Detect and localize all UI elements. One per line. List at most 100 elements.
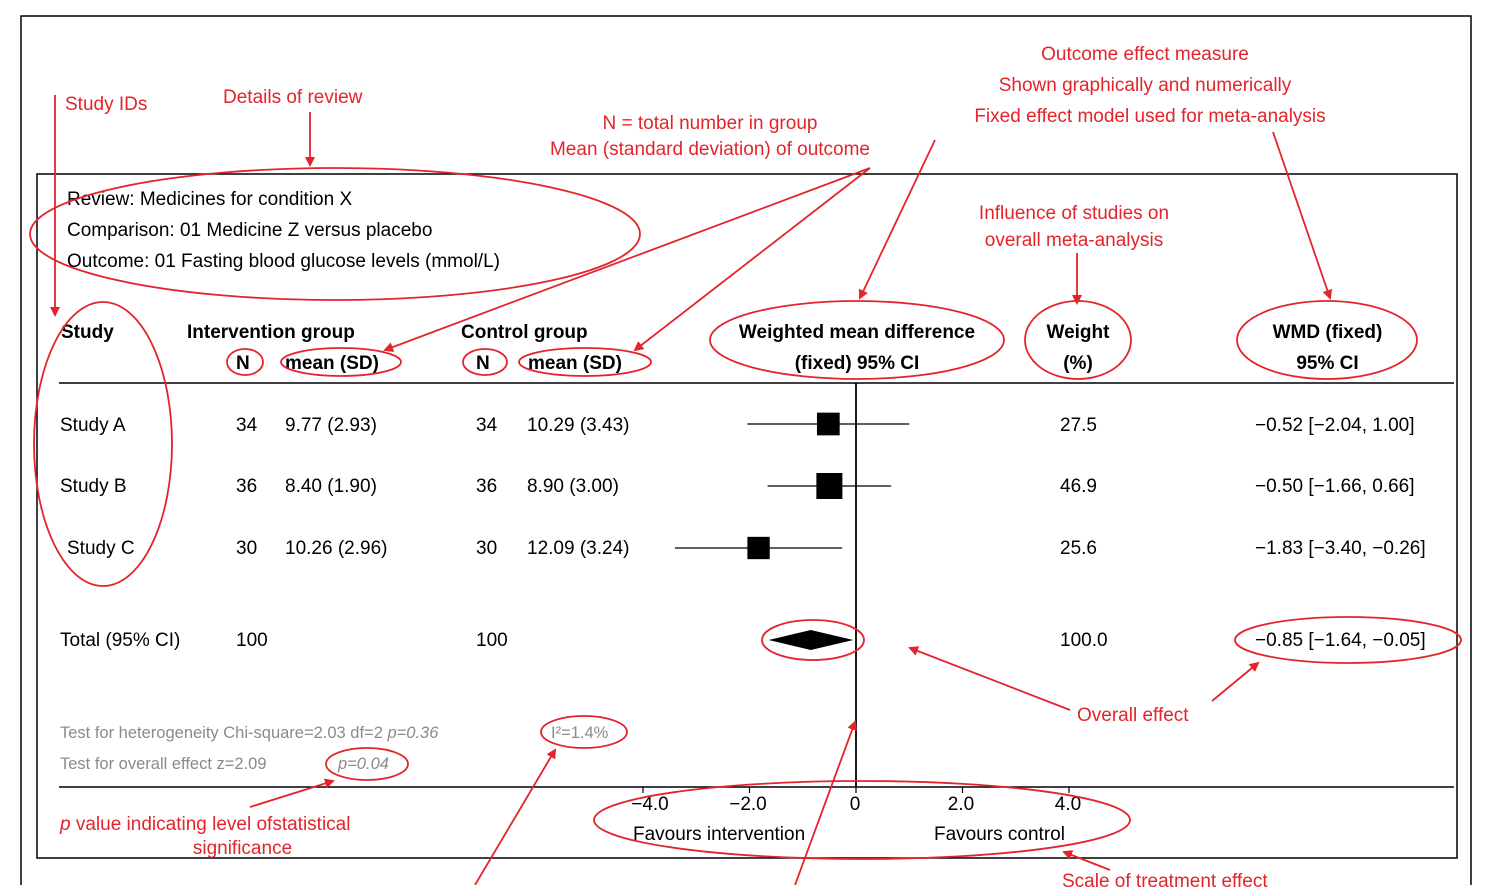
intervention-mean-header: mean (SD): [285, 353, 379, 374]
control-n-ellipse: [462, 348, 508, 376]
overall-effect-p: p=0.04: [338, 755, 389, 773]
point-estimate-square: [816, 473, 843, 499]
arrow-overall-effect-plot: [908, 646, 1071, 711]
study-weight: 27.5: [1060, 415, 1097, 436]
intervention-mean-ellipse: [280, 347, 402, 377]
heterogeneity-test: Test for heterogeneity Chi-square=2.03 d…: [60, 725, 438, 742]
control-n: 36: [476, 476, 498, 497]
wmd-header-line1: Weighted mean difference: [738, 322, 976, 343]
annotation-significance: significance: [192, 838, 293, 859]
annotation-influence-line2: overall meta-analysis: [984, 230, 1164, 251]
intervention-mean-sd: 10.26 (2.96): [285, 538, 388, 559]
axis-scale-ellipse: [593, 780, 1131, 860]
annotation-study-ids: Study IDs: [65, 94, 148, 115]
arrow-scale: [1062, 850, 1111, 871]
i-squared-value: I²=1.4%: [551, 724, 609, 742]
review-title: Review: Medicines for condition X: [67, 189, 353, 210]
study-wmd-ci: −0.50 [−1.66, 0.66]: [1255, 476, 1415, 497]
weight-header-line1: Weight: [1046, 322, 1110, 343]
arrow-fixed-effect: [1272, 131, 1333, 300]
total-intervention-n: 100: [236, 630, 268, 651]
pooled-effect-diamond: [768, 630, 854, 650]
annotation-p-italic: p: [60, 814, 71, 835]
annotation-overall-effect: Overall effect: [1077, 705, 1189, 726]
i-squared-ellipse: [540, 715, 628, 749]
intervention-n: 34: [236, 415, 258, 436]
total-control-n: 100: [476, 630, 508, 651]
favours-intervention-label: Favours intervention: [633, 824, 806, 845]
arrow-mean-intervention: [383, 167, 871, 352]
axis-tick-label: 2.0: [947, 794, 975, 815]
study-column-header: Study: [61, 322, 114, 343]
annotation-influence-line1: Influence of studies on: [978, 203, 1170, 224]
heterogeneity-p: p=0.36: [387, 724, 439, 742]
control-mean-ellipse: [518, 347, 652, 377]
total-ci-ellipse: [1234, 616, 1462, 664]
wmdfixed-header-line1: WMD (fixed): [1272, 322, 1383, 343]
control-mean-sd: 8.90 (3.00): [527, 476, 619, 497]
point-estimate-square: [816, 412, 840, 436]
annotation-p-rest: value indicating level ofstatistical: [70, 814, 351, 835]
study-wmd-ci: −0.52 [−2.04, 1.00]: [1255, 415, 1415, 436]
control-mean-sd: 10.29 (3.43): [527, 415, 630, 436]
control-n: 34: [476, 415, 498, 436]
annotation-p-value: p value indicating level ofstatistical: [60, 815, 350, 834]
intervention-n-header: N: [236, 353, 250, 374]
annotation-effect-measure: Outcome effect measure: [1041, 44, 1249, 65]
wmd-header-line2: (fixed) 95% CI: [794, 353, 920, 374]
total-label: Total (95% CI): [60, 630, 181, 651]
weight-header-ellipse: [1024, 300, 1132, 380]
arrow-effect-measure: [858, 139, 936, 300]
control-mean-sd: 12.09 (3.24): [527, 538, 630, 559]
study-ids-ellipse: [33, 301, 173, 587]
overall-effect-test: Test for overall effect z=2.09: [60, 755, 267, 773]
annotation-n-total: N = total number in group: [602, 113, 818, 134]
arrow-line-of-no-effect: [794, 720, 857, 885]
total-wmd-ci: −0.85 [−1.64, −0.05]: [1255, 630, 1426, 651]
intervention-n: 36: [236, 476, 258, 497]
arrow-heterogeneity: [474, 748, 557, 885]
outcome-title: Outcome: 01 Fasting blood glucose levels…: [67, 251, 500, 272]
wmdfixed-header-ellipse: [1236, 300, 1418, 380]
annotation-shown-graphically: Shown graphically and numerically: [998, 75, 1292, 96]
annotation-details-of-review: Details of review: [223, 87, 363, 108]
axis-tick-label: −2.0: [729, 794, 767, 815]
intervention-mean-sd: 8.40 (1.90): [285, 476, 377, 497]
axis-tick-label: −4.0: [631, 794, 669, 815]
total-diamond-ellipse: [761, 619, 865, 661]
intervention-group-header: Intervention group: [187, 322, 355, 343]
wmdfixed-header-line2: 95% CI: [1296, 353, 1359, 374]
total-weight: 100.0: [1060, 630, 1108, 651]
arrow-p-value: [249, 778, 335, 808]
intervention-mean-sd: 9.77 (2.93): [285, 415, 377, 436]
intervention-n: 30: [236, 538, 258, 559]
point-estimate-square: [747, 536, 770, 560]
study-name: Study C: [67, 538, 135, 559]
annotation-fixed-effect: Fixed effect model used for meta-analysi…: [974, 106, 1326, 127]
outer-border: [20, 15, 1472, 885]
heterogeneity-text: Test for heterogeneity Chi-square=2.03 d…: [60, 724, 388, 742]
study-weight: 46.9: [1060, 476, 1097, 497]
plot-border: [36, 173, 1458, 859]
control-n-header: N: [476, 353, 490, 374]
axis-tick-label: 0: [849, 794, 861, 815]
review-details-ellipse: [29, 167, 641, 301]
weight-header-line2: (%): [1063, 353, 1093, 374]
comparison-title: Comparison: 01 Medicine Z versus placebo: [67, 220, 433, 241]
p-value-ellipse: [325, 747, 409, 781]
annotation-mean-sd: Mean (standard deviation) of outcome: [549, 139, 870, 160]
favours-control-label: Favours control: [934, 824, 1065, 845]
study-name: Study A: [60, 415, 126, 436]
intervention-n-ellipse: [226, 348, 264, 376]
control-n: 30: [476, 538, 498, 559]
axis-tick-label: 4.0: [1054, 794, 1082, 815]
control-mean-header: mean (SD): [528, 353, 622, 374]
control-group-header: Control group: [461, 322, 588, 343]
study-name: Study B: [60, 476, 127, 497]
study-weight: 25.6: [1060, 538, 1097, 559]
arrow-overall-effect-ci: [1211, 661, 1260, 702]
wmd-header-ellipse: [709, 300, 1005, 380]
